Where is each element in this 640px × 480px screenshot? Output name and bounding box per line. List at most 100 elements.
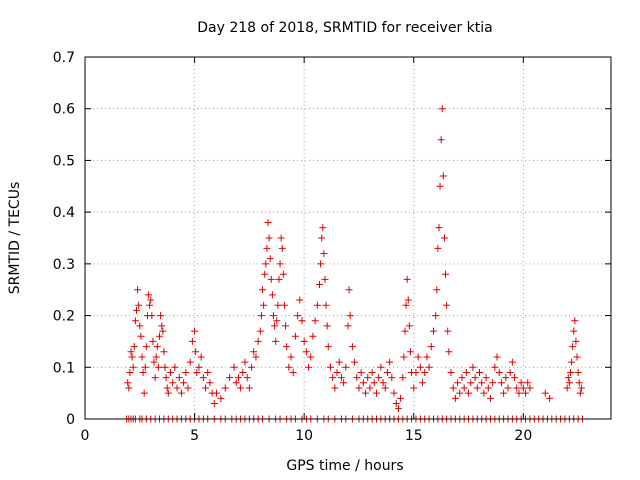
chart-title: Day 218 of 2018, SRMTID for receiver kti… [197, 20, 492, 36]
data-point [275, 275, 283, 283]
data-point [202, 384, 210, 392]
data-point [124, 379, 132, 387]
data-point [524, 379, 532, 387]
data-point [410, 384, 418, 392]
data-point [460, 384, 468, 392]
data-point [148, 312, 156, 320]
data-point [319, 224, 327, 232]
data-point [191, 327, 199, 335]
grid-lines [85, 57, 611, 419]
data-point [136, 322, 144, 330]
data-point [425, 363, 433, 371]
data-point [146, 301, 154, 309]
data-point [142, 343, 150, 351]
data-point [394, 405, 402, 413]
data-point [467, 379, 475, 387]
data-point [158, 322, 166, 330]
data-point [348, 343, 356, 351]
data-point [320, 250, 328, 258]
data-point [577, 384, 585, 392]
data-point [401, 327, 409, 335]
axis-ticks [84, 56, 611, 420]
data-point [504, 384, 512, 392]
data-point [230, 363, 238, 371]
data-point [357, 368, 365, 376]
data-point [243, 374, 251, 382]
x-axis-label: GPS time / hours [286, 458, 403, 474]
data-point [366, 384, 374, 392]
data-point [432, 312, 440, 320]
data-point [265, 234, 273, 242]
data-point [318, 234, 326, 242]
data-point [147, 296, 155, 304]
data-point [473, 384, 481, 392]
data-point [248, 363, 256, 371]
data-point [210, 399, 218, 407]
data-point [277, 234, 285, 242]
data-point [250, 348, 258, 356]
data-point [469, 363, 477, 371]
data-point [434, 244, 442, 252]
data-point [317, 260, 325, 268]
data-point [368, 368, 376, 376]
data-point [511, 374, 519, 382]
data-point [333, 368, 341, 376]
data-point [259, 286, 267, 294]
data-point [489, 379, 497, 387]
data-point [390, 389, 398, 397]
y-tick-label: 0.5 [53, 153, 75, 169]
data-point [267, 275, 275, 283]
data-point [335, 358, 343, 366]
data-point [364, 374, 372, 382]
data-point [175, 374, 183, 382]
data-point [397, 394, 405, 402]
data-point [447, 368, 455, 376]
data-marks [123, 105, 587, 423]
data-point [326, 363, 334, 371]
data-point [571, 317, 579, 325]
data-point [186, 358, 194, 366]
data-point [522, 389, 530, 397]
data-point [264, 218, 272, 226]
data-point [316, 281, 324, 289]
data-point [402, 301, 410, 309]
data-point [139, 368, 147, 376]
data-point [266, 255, 274, 263]
data-point [508, 358, 516, 366]
data-point [506, 368, 514, 376]
data-point [300, 337, 308, 345]
data-point [442, 270, 450, 278]
data-point [232, 379, 240, 387]
data-point [239, 368, 247, 376]
data-point [311, 317, 319, 325]
data-point [486, 394, 494, 402]
data-point [156, 332, 164, 340]
data-point [221, 384, 229, 392]
data-point [173, 384, 181, 392]
data-point [526, 384, 534, 392]
data-point [261, 270, 269, 278]
data-point [252, 353, 260, 361]
data-point [283, 343, 291, 351]
y-tick-label: 0.6 [53, 102, 75, 118]
data-point [351, 358, 359, 366]
data-point [502, 374, 510, 382]
data-point [437, 136, 445, 144]
data-point [125, 384, 133, 392]
data-point [133, 306, 141, 314]
data-point [273, 317, 281, 325]
data-point [169, 379, 177, 387]
data-point [296, 296, 304, 304]
data-point [471, 374, 479, 382]
data-point [127, 348, 135, 356]
data-point [262, 260, 270, 268]
data-point [192, 348, 200, 356]
data-point [128, 353, 136, 361]
data-point [480, 389, 488, 397]
data-point [164, 389, 172, 397]
data-point [491, 363, 499, 371]
data-point [451, 394, 459, 402]
data-point [484, 384, 492, 392]
data-point [439, 172, 447, 180]
